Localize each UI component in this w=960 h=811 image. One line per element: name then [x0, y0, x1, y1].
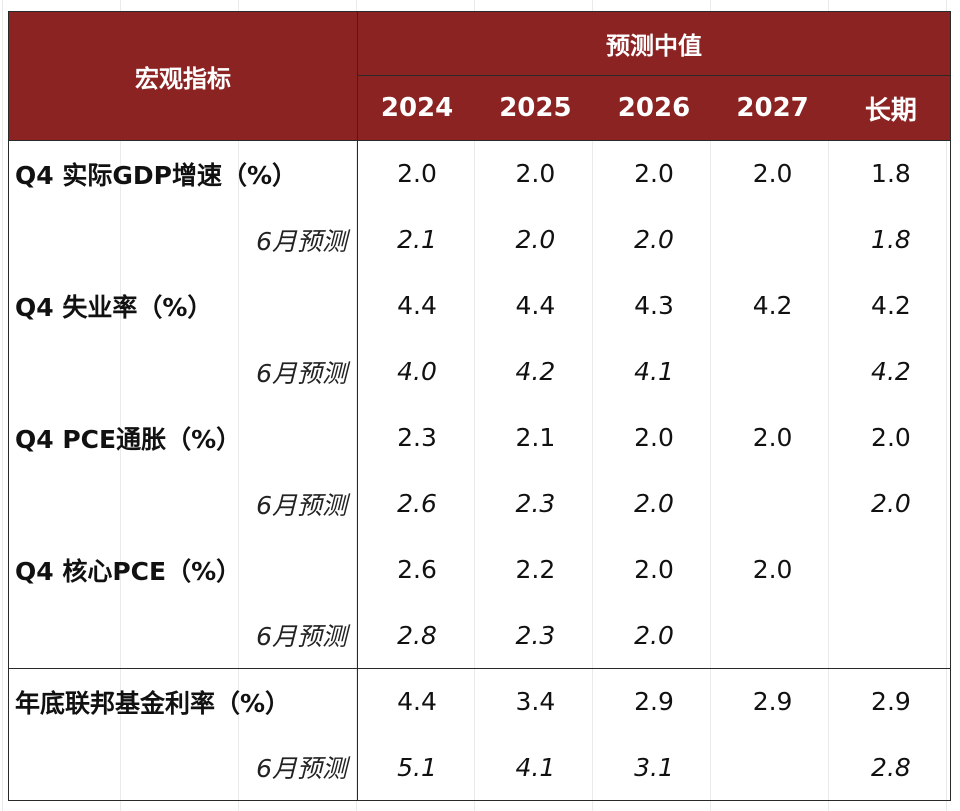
value-cell: 4.2	[831, 338, 951, 405]
row-label: 6月预测	[8, 470, 358, 537]
fomc-projection-table: 宏观指标 预测中值 2024 2025 2026 2027 长期 Q4 实际GD…	[8, 11, 951, 801]
year-header-2025: 2025	[476, 75, 595, 141]
table-row-unemployment: Q4 失业率（%） 4.4 4.4 4.3 4.2 4.2	[8, 272, 951, 339]
table-row-fed-funds-june: 6月预测 5.1 4.1 3.1 2.8	[8, 734, 951, 801]
value-cell	[713, 207, 832, 273]
value-cell	[713, 339, 832, 405]
table-row-pce: Q4 PCE通胀（%） 2.3 2.1 2.0 2.0 2.0	[8, 404, 951, 471]
value-cell	[831, 536, 951, 603]
value-cell: 2.0	[634, 555, 674, 584]
table-row-unemployment-june: 6月预测 4.0 4.2 4.1 4.2	[8, 338, 951, 405]
value-cell: 2.0	[515, 159, 556, 189]
value-cell: 2.9	[713, 668, 832, 735]
value-cell: 2.0	[831, 404, 951, 471]
value-cell	[713, 471, 832, 537]
value-cell: 2.8	[831, 734, 951, 801]
median-projection-header: 预测中值	[357, 11, 951, 76]
value-cell: 3.1	[594, 734, 714, 801]
value-cell: 2.0	[634, 159, 674, 189]
table-row-core-pce-june: 6月预测 2.8 2.3 2.0	[8, 602, 951, 669]
value-cell: 4.2	[831, 272, 951, 339]
value-cell: 2.0	[634, 620, 674, 650]
row-label: 6月预测	[8, 602, 358, 669]
value-cell: 2.6	[397, 489, 437, 518]
year-header-long-run: 长期	[831, 75, 951, 141]
value-cell: 2.0	[634, 423, 674, 452]
row-label: 6月预测	[8, 734, 358, 801]
table-row-core-pce: Q4 核心PCE（%） 2.6 2.2 2.0 2.0	[8, 536, 951, 603]
value-cell: 3.4	[476, 668, 595, 735]
value-cell: 2.1	[397, 225, 437, 254]
year-header-2027: 2027	[713, 75, 832, 141]
row-label: 6月预测	[8, 338, 358, 405]
row-label: Q4 PCE通胀（%）	[8, 404, 358, 471]
value-cell: 2.0	[752, 423, 793, 452]
value-cell: 2.0	[634, 489, 674, 518]
table-body: Q4 实际GDP增速（%） 2.0 2.0 2.0 2.0 1.8 6月预测 2…	[8, 140, 951, 801]
table-header: 宏观指标 预测中值 2024 2025 2026 2027 长期	[8, 11, 951, 141]
table-row-gdp-june: 6月预测 2.1 2.0 2.0 1.8	[8, 206, 951, 273]
row-label: Q4 实际GDP增速（%）	[8, 140, 358, 207]
row-label: 年底联邦基金利率（%）	[8, 668, 358, 735]
value-cell: 2.2	[515, 555, 556, 584]
value-cell: 2.9	[831, 668, 951, 735]
table-row-pce-june: 6月预测 2.6 2.3 2.0 2.0	[8, 470, 951, 537]
value-cell: 4.2	[515, 357, 556, 386]
value-cell: 2.3	[397, 423, 437, 452]
value-cell: 2.9	[594, 668, 714, 735]
value-cell: 1.8	[831, 140, 951, 207]
value-cell	[713, 603, 832, 669]
value-cell: 4.0	[397, 357, 437, 386]
table-row-fed-funds: 年底联邦基金利率（%） 4.4 3.4 2.9 2.9 2.9	[8, 668, 951, 735]
value-cell: 2.3	[515, 489, 556, 518]
value-cell: 2.8	[397, 620, 437, 650]
value-cell: 2.0	[831, 470, 951, 537]
value-cell: 2.3	[515, 620, 556, 650]
value-cell: 4.4	[357, 668, 477, 735]
year-header-2026: 2026	[594, 75, 714, 141]
value-cell: 1.8	[831, 206, 951, 273]
value-cell: 2.0	[752, 159, 793, 189]
value-cell: 2.1	[515, 423, 556, 452]
value-cell: 4.4	[515, 291, 556, 320]
year-header-2024: 2024	[357, 75, 477, 141]
value-cell: 2.0	[515, 225, 556, 254]
value-cell: 4.3	[634, 291, 674, 320]
value-cell	[713, 734, 832, 801]
row-label: Q4 失业率（%）	[8, 272, 358, 339]
value-cell: 4.1	[476, 734, 595, 801]
value-cell: 4.4	[397, 291, 437, 320]
value-cell: 4.1	[634, 357, 674, 386]
value-cell: 5.1	[357, 734, 477, 801]
value-cell: 2.0	[634, 225, 674, 254]
value-cell: 2.0	[397, 159, 437, 189]
value-cell: 4.2	[752, 291, 793, 320]
row-label: 6月预测	[8, 206, 358, 273]
value-cell: 2.0	[752, 555, 793, 584]
row-label: Q4 核心PCE（%）	[8, 536, 358, 603]
value-cell: 2.6	[397, 555, 437, 584]
value-cell	[831, 602, 951, 669]
macro-indicator-header: 宏观指标	[8, 11, 358, 141]
table-row-gdp: Q4 实际GDP增速（%） 2.0 2.0 2.0 2.0 1.8	[8, 140, 951, 207]
